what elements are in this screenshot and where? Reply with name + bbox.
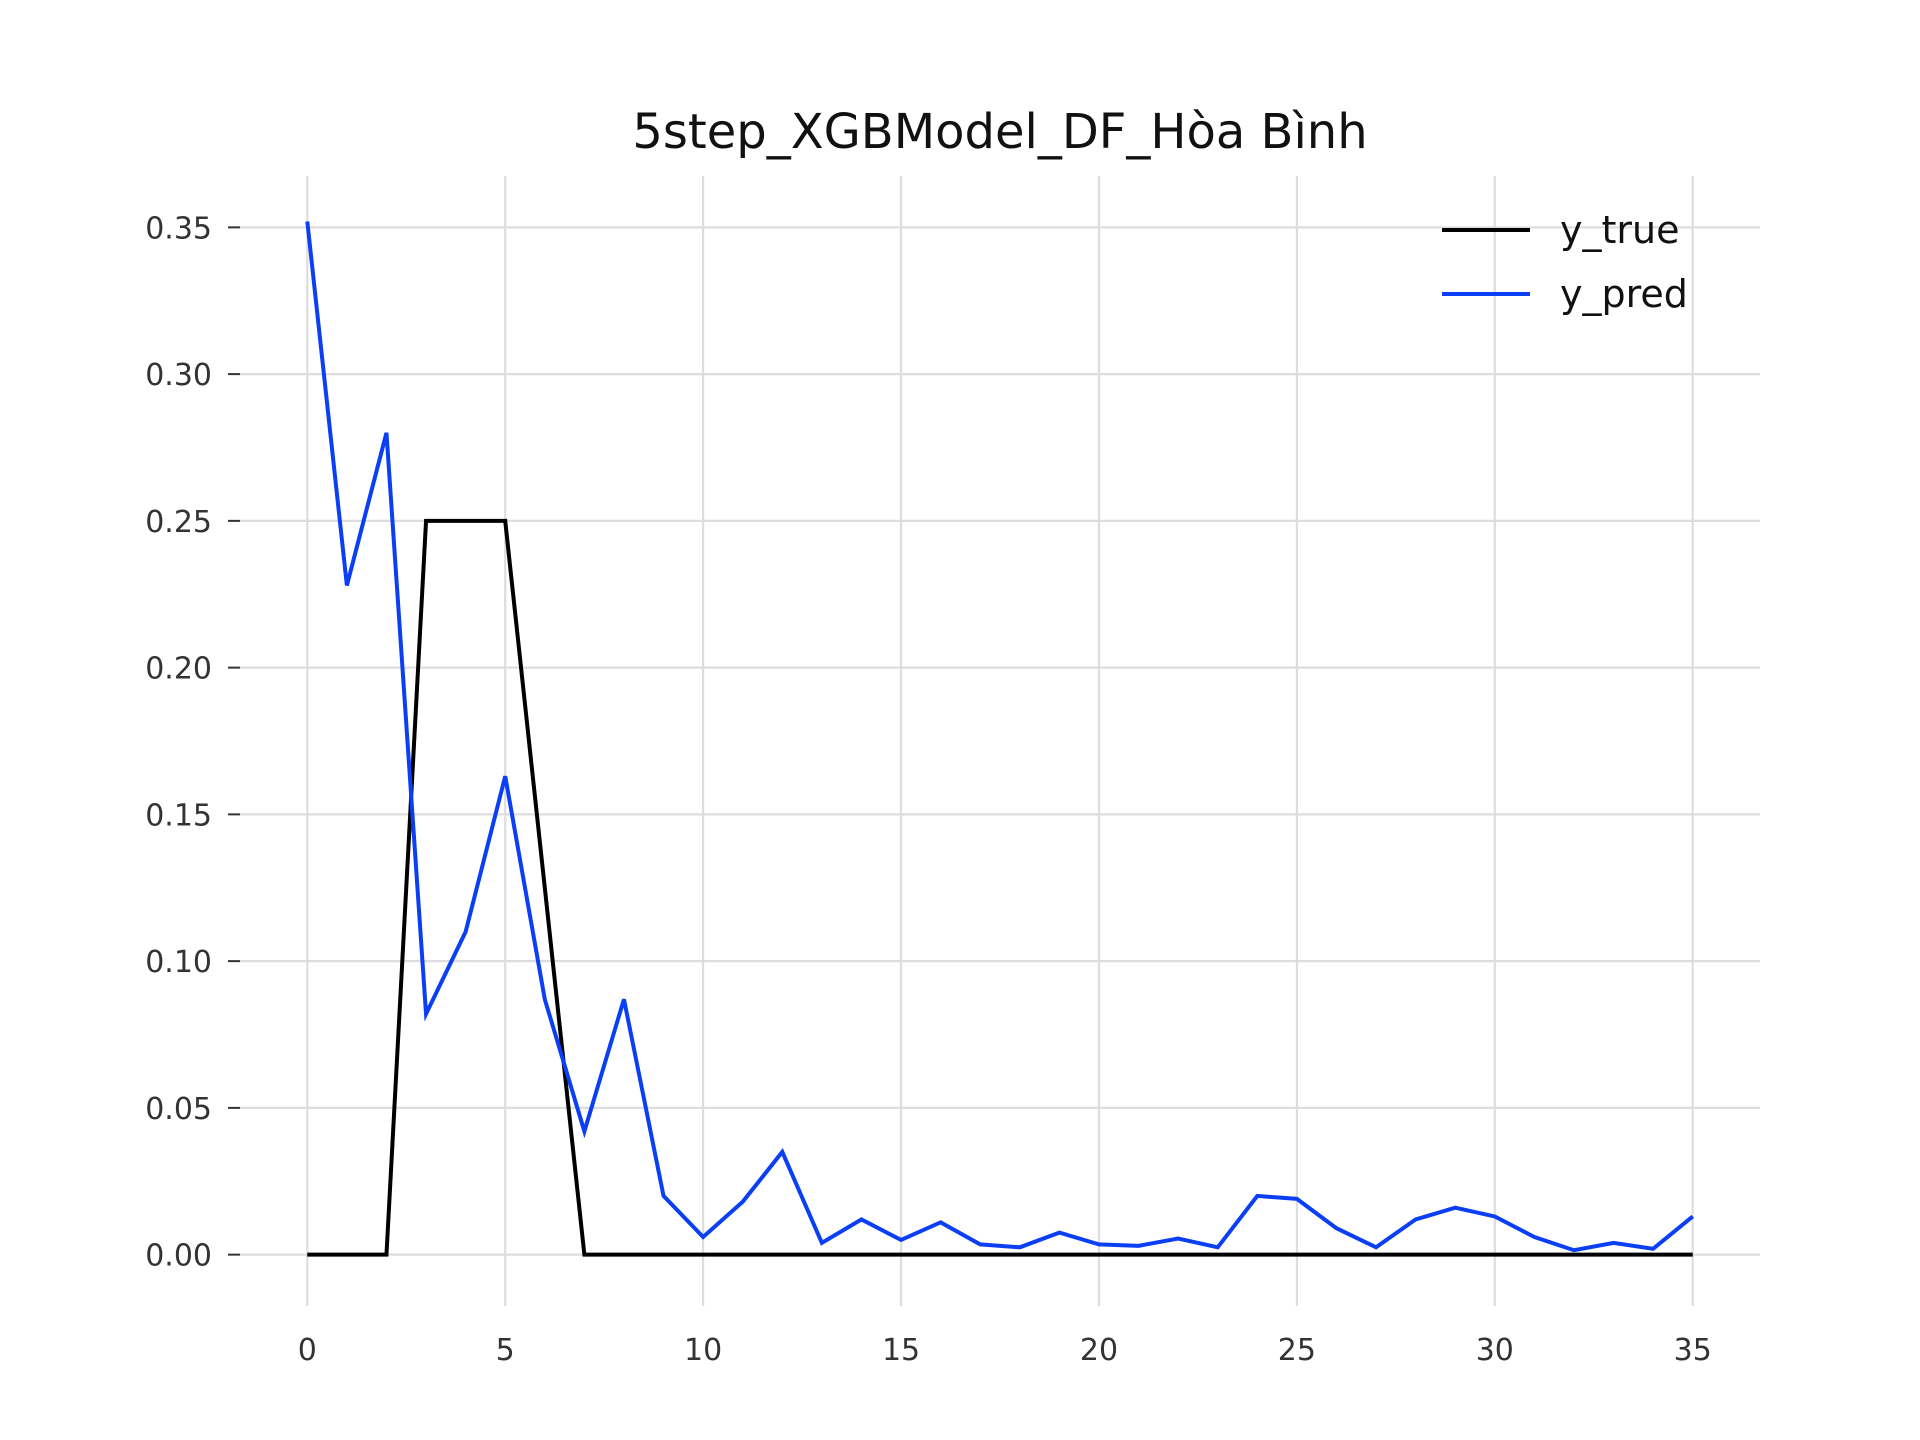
grid bbox=[240, 176, 1760, 1306]
legend: y_true y_pred bbox=[1442, 208, 1688, 316]
legend-label-y-true: y_true bbox=[1560, 208, 1679, 252]
x-tick-label: 15 bbox=[882, 1333, 920, 1368]
y-tick-label: 0.35 bbox=[145, 211, 212, 246]
x-tick-label: 10 bbox=[684, 1333, 722, 1368]
x-tick-label: 0 bbox=[298, 1333, 317, 1368]
y-tick-label: 0.00 bbox=[145, 1239, 212, 1274]
x-tick-label: 25 bbox=[1278, 1333, 1316, 1368]
y-tick-label: 0.05 bbox=[145, 1092, 212, 1127]
series-line-y-pred bbox=[305, 221, 1694, 1253]
chart-title: 5step_XGBModel_DF_Hòa Bình bbox=[632, 104, 1367, 160]
axes: 0 5 10 15 20 25 30 35 0.00 0.05 0.10 0.15 0.20 0.25 0.… bbox=[145, 211, 1712, 1368]
x-tick-label: 35 bbox=[1674, 1333, 1712, 1368]
series-lines bbox=[305, 221, 1694, 1257]
y-tick-label: 0.10 bbox=[145, 945, 212, 980]
x-tick-label: 5 bbox=[496, 1333, 515, 1368]
x-tick-label: 30 bbox=[1476, 1333, 1514, 1368]
y-tick-label: 0.30 bbox=[145, 358, 212, 393]
y-tick-label: 0.20 bbox=[145, 652, 212, 687]
legend-label-y-pred: y_pred bbox=[1560, 272, 1688, 316]
x-tick-label: 20 bbox=[1080, 1333, 1118, 1368]
y-tick-label: 0.25 bbox=[145, 505, 212, 540]
y-tick-label: 0.15 bbox=[145, 798, 212, 833]
series-line-y-true bbox=[307, 518, 1693, 1257]
